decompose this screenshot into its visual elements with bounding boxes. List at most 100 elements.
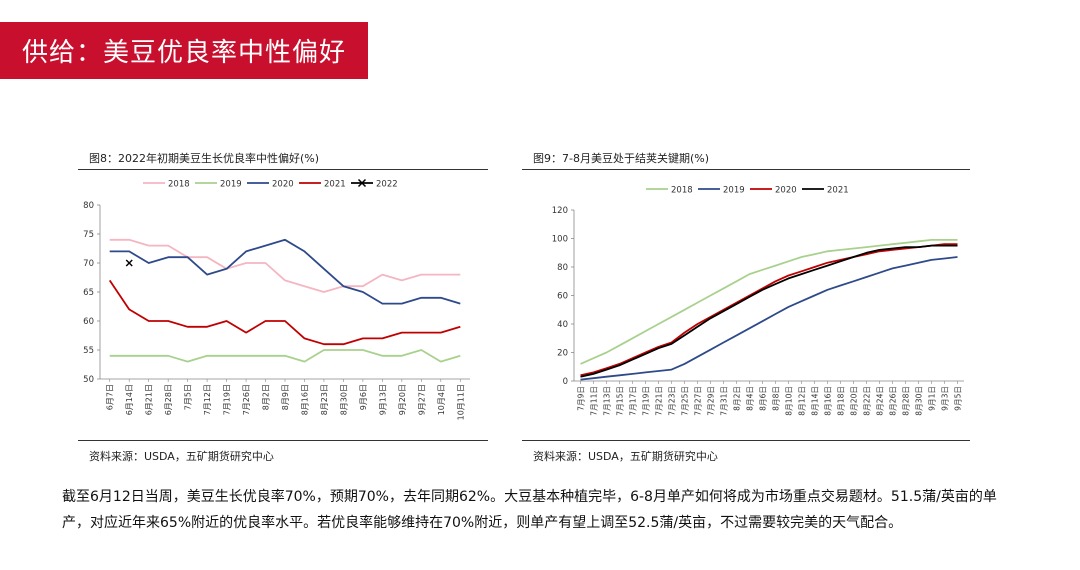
x-tick-label: 8月26日 <box>889 386 898 416</box>
series-2018 <box>580 239 958 365</box>
x-tick-label: 7月23日 <box>668 386 677 416</box>
x-tick-label: 8月4日 <box>746 386 755 411</box>
x-tick-label: 8月23日 <box>320 384 329 415</box>
x-tick-label: 8月24日 <box>876 386 885 416</box>
legend-item-2018: 2018 <box>143 180 190 190</box>
y-tick-label: 50 <box>83 375 94 385</box>
chart-right: 2018 2019 2020 2021 0 20 40 60 80 100 120 7月9日 7月11日… <box>552 186 964 416</box>
y-tick-label: 80 <box>557 263 568 273</box>
y-tick-label: 60 <box>557 292 568 302</box>
x-tick-label: 8月6日 <box>759 386 768 411</box>
x-tick-label: 9月5日 <box>954 386 963 411</box>
legend-item-2018: 2018 <box>646 186 693 196</box>
y-tick-label: 100 <box>552 235 568 245</box>
x-tick-label: 6月14日 <box>125 384 134 415</box>
x-tick-label: 7月27日 <box>694 386 703 416</box>
x-tick-label: 7月9日 <box>577 386 586 411</box>
legend-item-2019: 2019 <box>195 180 242 190</box>
y-tick-label: 0 <box>563 377 568 387</box>
x-tick-label: 9月27日 <box>417 384 426 415</box>
legend-label-2021: 2021 <box>827 186 849 196</box>
x-tick-label: 8月8日 <box>772 386 781 411</box>
x-tick-label: 6月28日 <box>164 384 173 415</box>
legend-item-2020: 2020 <box>750 186 797 196</box>
series-2021 <box>108 279 461 346</box>
line-2021 <box>580 244 958 378</box>
x-tick-label: 8月18日 <box>837 386 846 416</box>
y-tick-label: 55 <box>83 346 94 356</box>
x-tick-label: 7月26日 <box>242 384 251 415</box>
x-tick-label: 8月9日 <box>281 384 290 410</box>
x-tick-label: 7月19日 <box>223 384 232 415</box>
source-right: 资料来源：USDA，五矿期货研究中心 <box>533 450 718 463</box>
chart-title-left: 图8：2022年初期美豆生长优良率中性偏好(%) <box>89 152 320 165</box>
line-2020 <box>109 238 461 305</box>
page-title: 供给：美豆优良率中性偏好 <box>22 38 347 68</box>
x-tick-label: 8月2日 <box>262 384 271 410</box>
x-tick-label: 7月19日 <box>642 386 651 416</box>
y-tick-label: 65 <box>83 288 94 298</box>
chart-divider-left <box>78 169 488 170</box>
body-paragraph: 截至6月12日当周，美豆生长优良率70%，预期70%，去年同期62%。大豆基本种… <box>62 489 997 531</box>
x-tick-label: 8月16日 <box>300 384 309 415</box>
legend-item-2021: 2021 <box>299 180 346 190</box>
x-tick-label: 7月29日 <box>707 386 716 416</box>
x-tick-label: 8月16日 <box>824 386 833 416</box>
legend-item-2020: 2020 <box>247 180 294 190</box>
series-2020 <box>109 238 461 305</box>
x-tick-label: 8月10日 <box>785 386 794 416</box>
x-tick-label: 9月6日 <box>359 384 368 410</box>
x-tick-label: 8月28日 <box>902 386 911 416</box>
legend-label-2019: 2019 <box>220 180 242 190</box>
x-tick-label: 7月31日 <box>720 386 729 416</box>
x-tick-label: 6月21日 <box>145 384 154 415</box>
legend-label-2022: 2022 <box>376 180 398 190</box>
series-2021 <box>580 244 958 378</box>
x-tick-label: 8月12日 <box>798 386 807 416</box>
x-tick-label: 10月4日 <box>437 384 446 415</box>
x-tick-label: 7月11日 <box>590 386 599 416</box>
chart-left: 2018 2019 2020 2021 2022 50 55 60 65 70 75 80 6月7日 6月… <box>83 178 470 420</box>
x-tick-label: 7月13日 <box>603 386 612 416</box>
line-2018 <box>580 239 958 365</box>
x-tick-label: 7月15日 <box>616 386 625 416</box>
x-tick-label: 8月20日 <box>850 386 859 416</box>
y-tick-label: 60 <box>83 317 94 327</box>
series-2019 <box>580 256 958 381</box>
series-2018 <box>109 238 461 293</box>
chart-divider-right <box>522 169 970 170</box>
x-tick-label: 8月30日 <box>339 384 348 415</box>
legend-item-2021: 2021 <box>802 186 849 196</box>
legend-label-2018: 2018 <box>168 180 190 190</box>
source-left: 资料来源：USDA，五矿期货研究中心 <box>89 450 274 463</box>
y-tick-label: 40 <box>557 320 568 330</box>
legend-label-2018: 2018 <box>671 186 693 196</box>
title-banner: 供给：美豆优良率中性偏好 <box>0 22 368 79</box>
point-2022 <box>125 259 133 267</box>
x-tick-label: 9月1日 <box>928 386 937 411</box>
x-tick-label: 9月20日 <box>398 384 407 415</box>
x-tick-label: 8月22日 <box>863 386 872 416</box>
y-tick-label: 120 <box>552 206 568 216</box>
legend-item-2022: 2022 <box>351 178 398 190</box>
legend-label-2020: 2020 <box>272 180 294 190</box>
x-tick-label: 7月25日 <box>681 386 690 416</box>
line-2020 <box>580 243 958 377</box>
x-tick-label: 9月13日 <box>378 384 387 415</box>
legend-label-2020: 2020 <box>775 186 797 196</box>
y-tick-label: 20 <box>557 349 568 359</box>
x-tick-label: 9月3日 <box>941 386 950 411</box>
y-tick-label: 70 <box>83 259 94 269</box>
line-2021 <box>108 279 461 346</box>
line-2018 <box>109 238 461 293</box>
x-tick-label: 7月5日 <box>184 384 193 410</box>
x-tick-label: 7月21日 <box>655 386 664 416</box>
y-tick-label: 80 <box>83 201 94 211</box>
x-tick-label: 10月11日 <box>456 384 465 420</box>
y-tick-label: 75 <box>83 230 94 240</box>
x-tick-label: 8月2日 <box>733 386 742 411</box>
line-2019 <box>109 349 461 363</box>
source-divider-left <box>78 440 488 441</box>
x-tick-label: 8月14日 <box>811 386 820 416</box>
legend-item-2019: 2019 <box>698 186 745 196</box>
